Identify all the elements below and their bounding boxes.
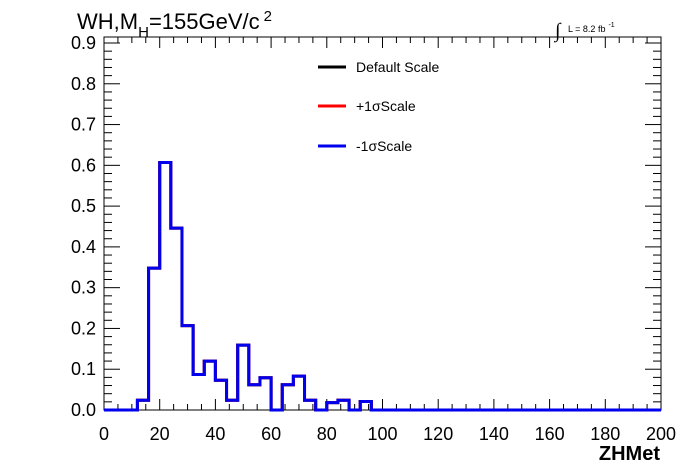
x-tick-label: 80 [317, 424, 337, 444]
title-main: WH,M [77, 9, 138, 34]
x-tick-label: 200 [646, 424, 676, 444]
x-tick-label: 120 [423, 424, 453, 444]
x-tick-label: 40 [205, 424, 225, 444]
x-tick-label: 140 [479, 424, 509, 444]
x-axis-ticks: 0 20 40 60 80 100 120 140 160 180 200 [99, 37, 676, 444]
integral-symbol: ∫ [553, 20, 562, 43]
y-tick-label: 0.5 [71, 196, 96, 216]
y-tick-label: 0.7 [71, 115, 96, 135]
legend-label: +1σScale [356, 98, 416, 114]
title-suffix: =155GeV/c [149, 9, 260, 34]
y-tick-label: 0.3 [71, 278, 96, 298]
luminosity-text: L = 8.2 fb [568, 24, 605, 34]
x-axis-title: ZHMet [599, 443, 660, 465]
x-tick-label: 100 [367, 424, 397, 444]
x-tick-label: 160 [535, 424, 565, 444]
series-line [104, 160, 661, 412]
x-tick-label: 180 [590, 424, 620, 444]
series-lines [104, 160, 661, 412]
x-tick-label: 60 [261, 424, 281, 444]
y-tick-label: 0.8 [71, 74, 96, 94]
luminosity-label: L = 8.2 fb -1 [568, 22, 615, 34]
y-tick-label: 0.0 [71, 400, 96, 420]
chart-title: WH,MH=155GeV/c 2 [77, 8, 272, 41]
legend: Default Scale +1σScale -1σScale [318, 59, 439, 154]
x-tick-label: 20 [150, 424, 170, 444]
legend-label: Default Scale [356, 59, 439, 75]
y-tick-label: 0.9 [71, 33, 96, 53]
x-tick-label: 0 [99, 424, 109, 444]
y-tick-label: 0.6 [71, 155, 96, 175]
legend-label: -1σScale [356, 138, 412, 154]
y-tick-label: 0.2 [71, 318, 96, 338]
title-subscript: H [138, 24, 149, 41]
y-axis-ticks: 0.0 0.1 0.2 0.3 0.4 0.5 0.6 0.7 0.8 0.9 [71, 33, 661, 420]
luminosity-superscript: -1 [608, 22, 614, 29]
series-line [104, 160, 661, 412]
y-tick-label: 0.1 [71, 359, 96, 379]
plot-frame [103, 36, 662, 411]
y-tick-label: 0.4 [71, 237, 96, 257]
series-line [104, 160, 661, 412]
title-superscript: 2 [264, 8, 272, 25]
